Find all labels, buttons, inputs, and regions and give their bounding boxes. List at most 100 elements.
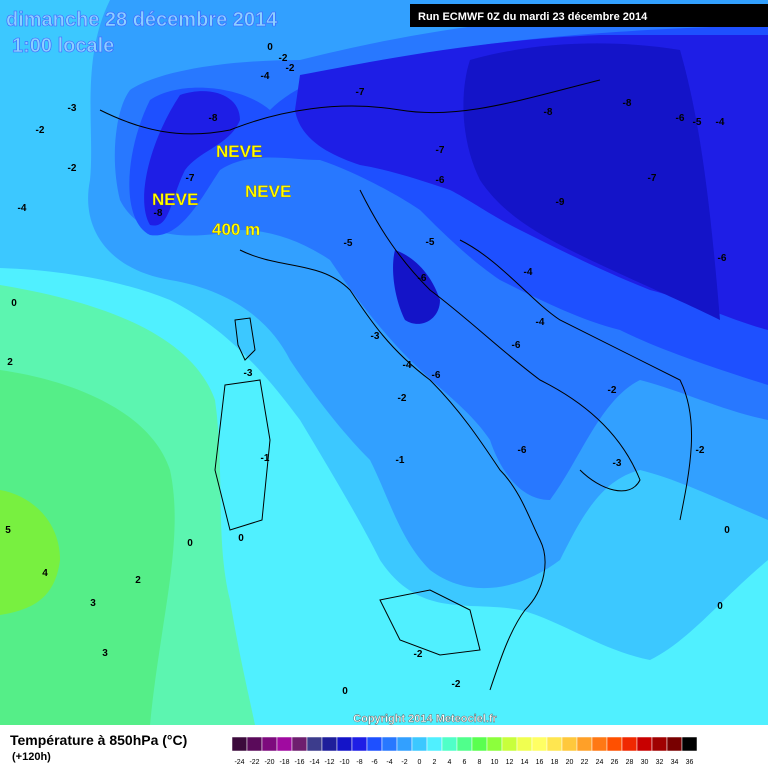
colorbar-swatch xyxy=(576,736,593,752)
colorbar-swatch xyxy=(501,736,518,752)
contour-label: -7 xyxy=(648,173,657,184)
contour-label: -2 xyxy=(452,679,461,690)
contour-label: -4 xyxy=(524,267,533,278)
annotations: NEVE NEVE NEVE 400 m xyxy=(152,142,292,239)
run-info: Run ECMWF 0Z du mardi 23 décembre 2014 xyxy=(418,11,648,23)
colorbar-tick-label: 36 xyxy=(686,759,694,766)
coast-corsica xyxy=(234,317,256,361)
contour-labels: -8-7-8-3-2-2-402-7-8-8-6 -4-5-7-6 -7-9-6-5… xyxy=(5,42,730,697)
colorbar-swatch xyxy=(546,736,563,752)
colorbar-tick-label: 0 xyxy=(418,759,422,766)
contour-label: -4 xyxy=(403,360,412,371)
colorbar-tick-label: -22 xyxy=(249,759,259,766)
contour-label: 0 xyxy=(238,533,244,544)
colorbar-swatch xyxy=(321,736,338,752)
colorbar-tick-label: 14 xyxy=(521,759,529,766)
field-darkestblue xyxy=(393,43,720,324)
coast-sicily xyxy=(379,589,481,656)
colorbar: -24 -22 -20 -18 -16 -14 -12 -10 -8 -6 -4 -2 0 2 4 6 8 10 1… xyxy=(231,736,698,766)
colorbar-tick-label: -12 xyxy=(324,759,334,766)
contour-label: -5 xyxy=(693,117,702,128)
coast-italy-east xyxy=(359,189,641,492)
annotation: NEVE xyxy=(216,142,262,161)
contour-label: 4 xyxy=(42,568,48,579)
coast-italy-west xyxy=(239,249,546,691)
colorbar-swatch xyxy=(681,736,698,752)
colorbar-tick-label: 26 xyxy=(611,759,619,766)
colorbar-swatch xyxy=(351,736,368,752)
contour-label: -6 xyxy=(518,445,527,456)
colorbar-tick-label: -8 xyxy=(356,759,362,766)
date-title: dimanche 28 décembre 2014 xyxy=(6,9,278,31)
contour-label: 2 xyxy=(135,575,141,586)
colorbar-tick-label: 6 xyxy=(463,759,467,766)
time-title: 1:00 locale xyxy=(12,35,114,57)
contour-label: -3 xyxy=(244,368,253,379)
colorbar-swatch xyxy=(441,736,458,752)
copyright: Copyright 2014 Meteociel.fr xyxy=(353,713,497,725)
contour-label: -5 xyxy=(426,237,435,248)
colorbar-tick-label: -18 xyxy=(279,759,289,766)
colorbar-tick-label: -14 xyxy=(309,759,319,766)
contour-label: -6 xyxy=(718,253,727,264)
field-green xyxy=(0,370,175,725)
contour-label: 0 xyxy=(717,601,723,612)
annotation: NEVE xyxy=(152,190,198,209)
colorbar-swatch xyxy=(411,736,428,752)
colorbar-swatch xyxy=(486,736,503,752)
run-box xyxy=(410,4,768,27)
colorbar-swatch xyxy=(366,736,383,752)
border-alps xyxy=(99,79,601,135)
colorbar-tick-label: -20 xyxy=(264,759,274,766)
contour-label: -6 xyxy=(512,340,521,351)
colorbar-swatch xyxy=(561,736,578,752)
colorbar-tick-label: 4 xyxy=(448,759,452,766)
colorbar-swatch xyxy=(456,736,473,752)
colorbar-swatch xyxy=(276,736,293,752)
colorbar-swatch xyxy=(246,736,263,752)
colorbar-swatch xyxy=(291,736,308,752)
colorbar-tick-label: 16 xyxy=(536,759,544,766)
contour-label: -3 xyxy=(68,103,77,114)
contour-label: -2 xyxy=(286,63,295,74)
colorbar-swatch xyxy=(306,736,323,752)
contour-label: 3 xyxy=(102,648,108,659)
contour-label: -4 xyxy=(261,71,270,82)
colorbar-tick-label: 30 xyxy=(641,759,649,766)
coast-sardinia xyxy=(214,379,271,531)
contour-label: -7 xyxy=(436,145,445,156)
colorbar-tick-label: 10 xyxy=(491,759,499,766)
colorbar-tick-label: -10 xyxy=(339,759,349,766)
contour-label: -2 xyxy=(414,649,423,660)
contour-label: -4 xyxy=(536,317,545,328)
contour-label: 3 xyxy=(90,598,96,609)
colorbar-tick-label: 22 xyxy=(581,759,589,766)
colorbar-swatch xyxy=(636,736,653,752)
colorbar-swatch xyxy=(516,736,533,752)
colorbar-swatch xyxy=(531,736,548,752)
colorbar-tick-label: 18 xyxy=(551,759,559,766)
contour-label: 0 xyxy=(724,525,730,536)
colorbar-tick-label: -16 xyxy=(294,759,304,766)
contour-label: 0 xyxy=(267,42,273,53)
contour-label: -2 xyxy=(36,125,45,136)
legend-lead: (+120h) xyxy=(12,751,51,763)
contour-label: -8 xyxy=(623,98,632,109)
colorbar-swatch xyxy=(621,736,638,752)
contour-label: -6 xyxy=(432,370,441,381)
contour-label: -2 xyxy=(398,393,407,404)
coast-balkans xyxy=(459,239,692,521)
colorbar-tick-label: -6 xyxy=(371,759,377,766)
contour-label: 0 xyxy=(342,686,348,697)
colorbar-swatch xyxy=(606,736,623,752)
contour-label: -1 xyxy=(261,453,270,464)
contour-label: -8 xyxy=(209,113,218,124)
colorbar-tick-label: 32 xyxy=(656,759,664,766)
colorbar-swatch xyxy=(396,736,413,752)
colorbar-tick-label: -2 xyxy=(401,759,407,766)
legend-title: Température à 850hPa (°C) xyxy=(10,732,187,748)
colorbar-swatch xyxy=(591,736,608,752)
contour-label: -6 xyxy=(418,273,427,284)
contour-label: 5 xyxy=(5,525,11,536)
